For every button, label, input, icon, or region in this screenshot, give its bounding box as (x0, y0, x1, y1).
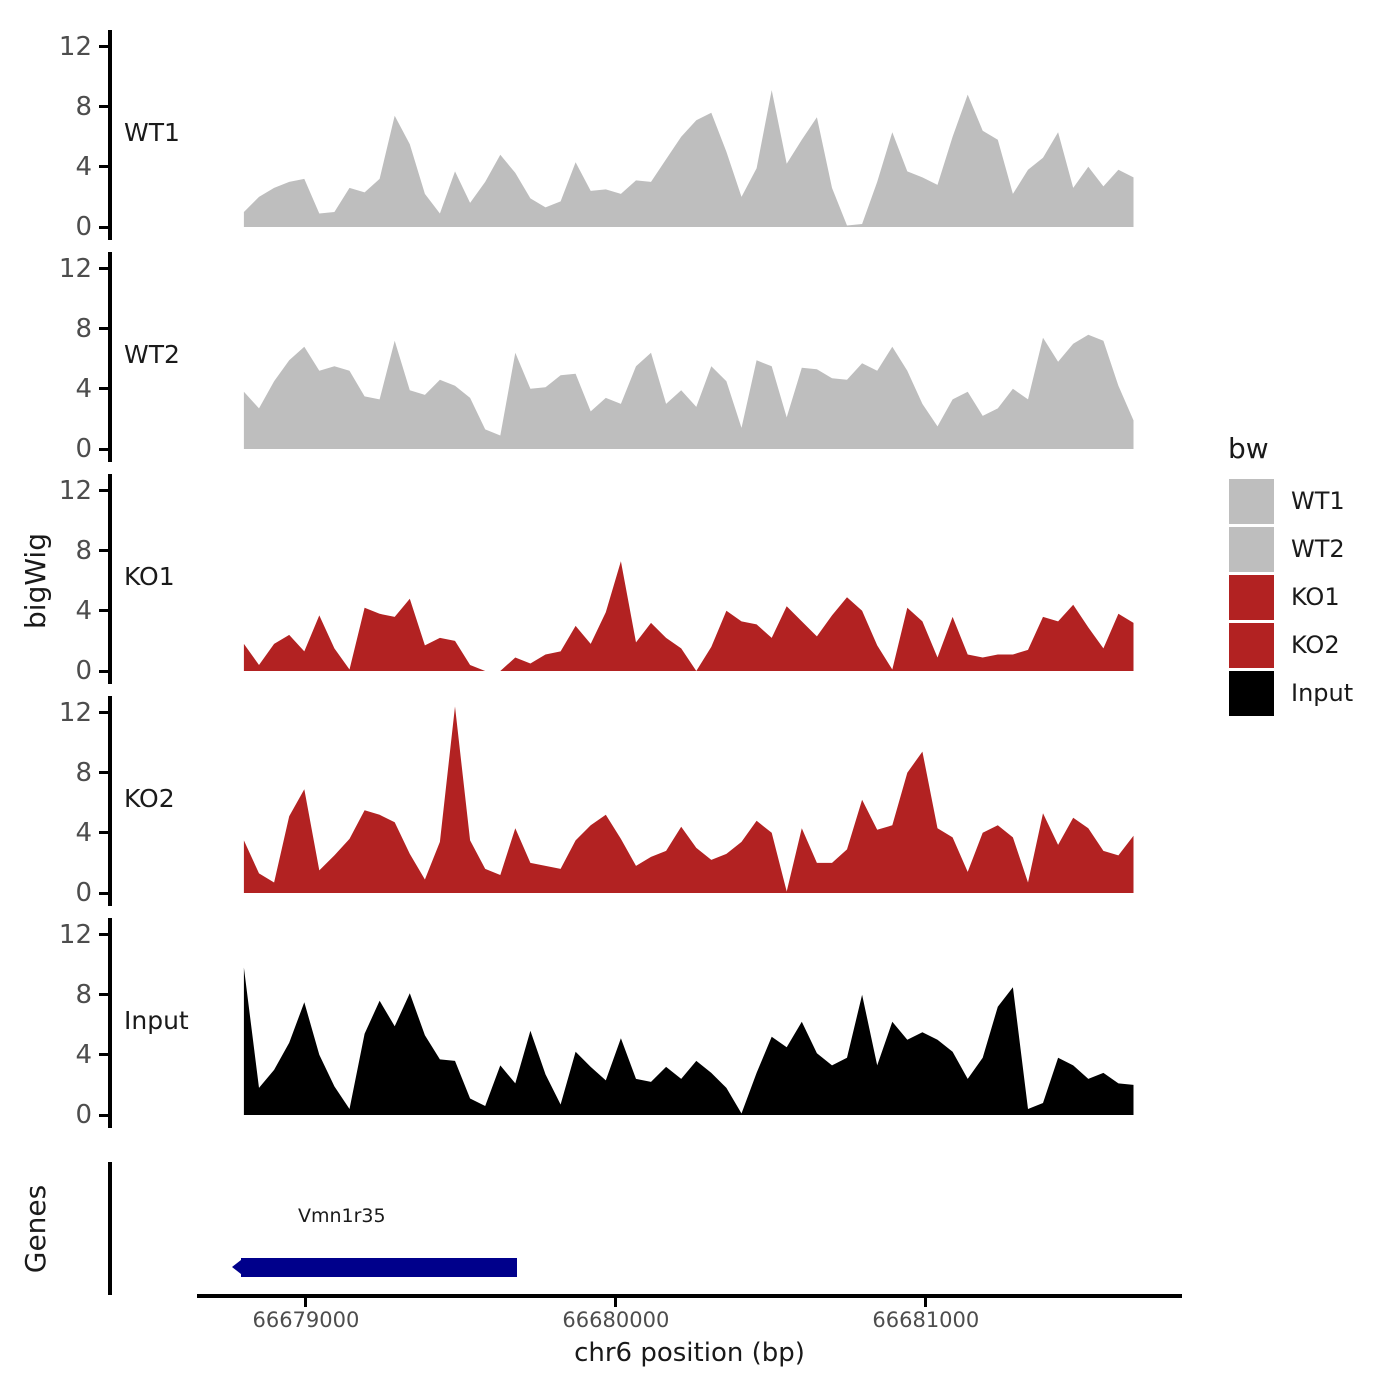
y-tick-mark (99, 669, 108, 673)
gene-body-bar (240, 1258, 517, 1277)
y-tick-label: 8 (75, 91, 92, 122)
y-tick-label: 8 (75, 757, 92, 788)
y-tick-label: 4 (75, 373, 92, 404)
x-tick-label: 66681000 (872, 1308, 980, 1332)
y-tick-label: 12 (58, 31, 92, 62)
x-axis-title: chr6 position (bp) (574, 1338, 805, 1368)
y-tick-label: 12 (58, 919, 92, 950)
coverage-area-ko1 (243, 561, 1134, 671)
legend-label-input: Input (1291, 679, 1354, 707)
y-tick-mark (99, 831, 108, 835)
legend-label-ko1: KO1 (1291, 583, 1340, 611)
track-name-wt2: WT2 (124, 340, 180, 369)
y-tick-mark (99, 933, 108, 937)
y-tick-label: 8 (75, 979, 92, 1010)
y-axis-line-input (108, 918, 112, 1128)
x-axis-line (197, 1294, 1182, 1298)
y-axis-line-wt2 (108, 252, 112, 462)
coverage-polygon-wt2 (243, 334, 1134, 449)
y-axis-line-ko1 (108, 474, 112, 684)
y-tick-mark (99, 165, 108, 169)
y-tick-label: 4 (75, 595, 92, 626)
legend-key-ko2 (1229, 623, 1274, 668)
legend-label-wt2: WT2 (1291, 535, 1345, 563)
coverage-polygon-wt1 (243, 90, 1134, 227)
legend-key-ko1 (1229, 575, 1274, 620)
x-tick-mark (614, 1298, 618, 1307)
y-tick-label: 0 (75, 878, 92, 908)
y-tick-mark (99, 711, 108, 715)
y-tick-label: 12 (58, 253, 92, 284)
coverage-area-input (243, 967, 1134, 1115)
coverage-polygon-input (243, 967, 1134, 1115)
y-tick-label: 8 (75, 313, 92, 344)
y-tick-label: 0 (75, 434, 92, 464)
y-tick-mark (99, 447, 108, 451)
y-tick-mark (99, 993, 108, 997)
y-tick-label: 4 (75, 151, 92, 182)
y-tick-label: 0 (75, 1100, 92, 1130)
coverage-polygon-ko1 (243, 561, 1134, 671)
y-tick-label: 4 (75, 817, 92, 848)
y-tick-label: 0 (75, 212, 92, 242)
y-tick-mark (99, 105, 108, 109)
x-tick-label: 66680000 (562, 1308, 670, 1332)
legend-label-ko2: KO2 (1291, 631, 1340, 659)
y-tick-mark (99, 1113, 108, 1117)
y-tick-mark (99, 45, 108, 49)
coverage-polygon-ko2 (243, 706, 1134, 893)
x-tick-mark (924, 1298, 928, 1307)
legend-key-wt1 (1229, 479, 1274, 524)
track-name-ko2: KO2 (124, 784, 175, 813)
legend-key-input (1229, 671, 1274, 716)
track-name-wt1: WT1 (124, 118, 180, 147)
y-tick-mark (99, 1053, 108, 1057)
y-tick-mark (99, 549, 108, 553)
x-tick-mark (304, 1298, 308, 1307)
legend-title: bw (1228, 432, 1269, 465)
coverage-area-ko2 (243, 706, 1134, 893)
y-tick-mark (99, 387, 108, 391)
y-tick-mark (99, 489, 108, 493)
y-tick-label: 8 (75, 535, 92, 566)
gene-strand-arrow-icon (231, 1260, 241, 1274)
coverage-area-wt2 (243, 334, 1134, 449)
coverage-area-wt1 (243, 90, 1134, 227)
genes-panel-axis-line (108, 1162, 112, 1295)
y-tick-label: 4 (75, 1039, 92, 1070)
y-tick-label: 0 (75, 656, 92, 686)
y-tick-label: 12 (58, 697, 92, 728)
y-tick-label: 12 (58, 475, 92, 506)
legend-key-wt2 (1229, 527, 1274, 572)
y-tick-mark (99, 891, 108, 895)
gene-name-label: Vmn1r35 (297, 1205, 386, 1227)
y-tick-mark (99, 267, 108, 271)
y-tick-mark (99, 327, 108, 331)
track-name-ko1: KO1 (124, 562, 175, 591)
y-axis-line-ko2 (108, 696, 112, 906)
x-tick-label: 66679000 (252, 1308, 360, 1332)
y-tick-mark (99, 771, 108, 775)
y-axis-line-wt1 (108, 30, 112, 240)
y-tick-mark (99, 609, 108, 613)
legend-label-wt1: WT1 (1291, 487, 1345, 515)
y-tick-mark (99, 225, 108, 229)
track-name-input: Input (124, 1006, 189, 1035)
